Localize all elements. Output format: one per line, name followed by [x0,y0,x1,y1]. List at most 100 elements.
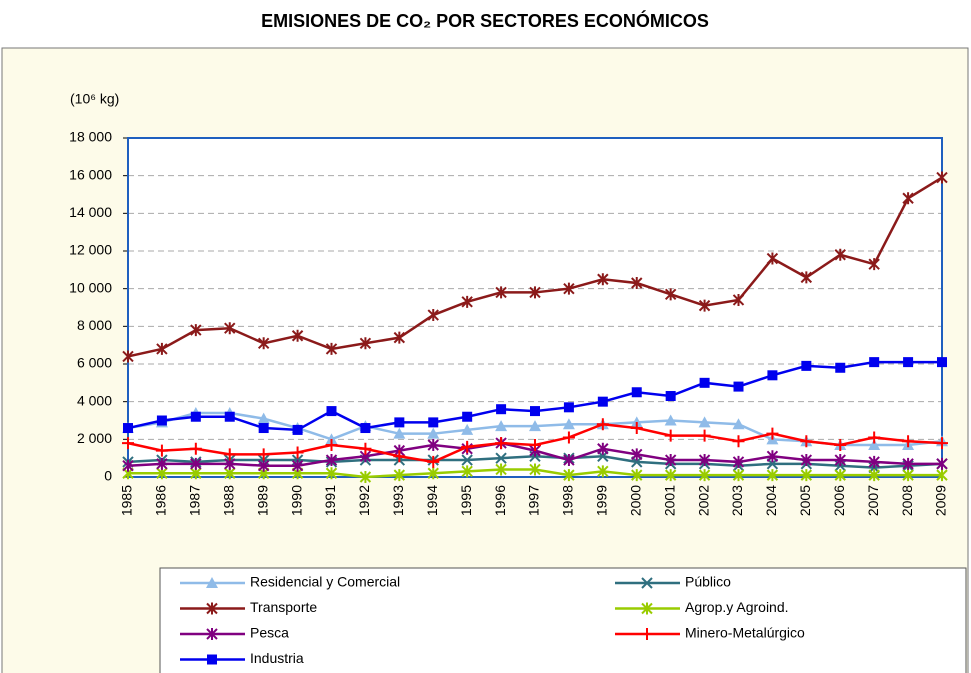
y-tick-label: 14 000 [69,204,112,220]
y-tick-label: 12 000 [69,242,112,258]
marker [155,444,168,457]
marker [292,424,303,435]
x-tick-label: 1994 [424,485,440,516]
marker [122,437,134,450]
marker [664,288,677,301]
marker [495,437,508,450]
marker [529,420,541,432]
marker [393,469,406,482]
marker [461,295,473,308]
marker [766,252,779,265]
x-tick-label: 1995 [458,485,474,516]
x-tick-label: 1990 [288,485,304,516]
marker [326,406,337,417]
y-tick-label: 6 000 [77,355,112,371]
marker [732,455,745,468]
marker [563,282,575,295]
marker [495,286,507,299]
marker [427,455,440,468]
marker [868,258,880,271]
y-tick-label: 4 000 [77,392,112,408]
marker [767,370,778,381]
marker [631,469,643,482]
marker [631,387,642,398]
marker [461,465,473,478]
marker [257,448,270,461]
legend-label: Público [685,574,731,590]
marker [597,465,609,478]
marker [495,420,508,432]
x-tick-label: 2007 [865,485,881,516]
marker [698,299,711,312]
marker [257,459,270,472]
marker [495,452,507,464]
legend-label: Residencial y Comercial [250,574,400,590]
marker [562,418,575,430]
marker [427,427,440,439]
marker [325,438,338,451]
x-tick-label: 2008 [899,485,915,516]
y-tick-label: 0 [104,468,112,484]
marker [189,442,202,455]
marker [630,422,643,435]
marker [936,171,948,184]
marker [223,448,236,461]
marker [641,628,653,640]
marker [258,423,269,434]
y-tick-label: 8 000 [77,317,112,333]
marker [641,577,653,589]
plot-border [127,137,943,478]
x-tick-label: 1999 [594,485,610,516]
marker [937,357,947,368]
marker [902,192,914,205]
marker [496,404,507,415]
marker [630,416,643,428]
legend [159,567,967,673]
marker [461,423,474,435]
marker [868,455,880,468]
marker [562,431,575,444]
marker [563,469,575,482]
marker [325,467,338,480]
marker [801,360,812,371]
marker [291,446,304,459]
marker [732,469,745,482]
marker [359,442,372,455]
marker [664,469,677,482]
marker [156,415,167,426]
x-tick-label: 1996 [492,485,508,516]
marker [597,442,609,455]
marker [291,459,304,472]
marker [631,448,643,461]
marker [257,337,270,350]
marker [800,435,813,448]
marker [291,329,304,342]
legend-item: Público [615,574,731,590]
marker [206,602,218,615]
marker [325,342,338,355]
x-tick-label: 2004 [763,485,779,516]
x-tick-label: 1985 [119,485,135,516]
legend-item: Agrop.y Agroind. [615,599,789,615]
x-tick-label: 2009 [933,485,949,516]
marker [698,429,711,442]
marker [834,438,847,451]
legend-item: Transporte [180,599,317,615]
marker [698,416,711,428]
legend-label: Minero-Metalúrgico [685,625,805,641]
x-tick-label: 2006 [831,485,847,516]
marker [325,454,338,467]
marker [224,322,236,335]
marker [428,417,439,428]
marker [529,463,541,476]
x-tick-label: 1987 [187,485,203,516]
y-tick-label: 16 000 [69,166,112,182]
y-axis-label: (10⁶ kg) [70,91,119,107]
marker [207,654,217,665]
marker [563,402,574,413]
marker [123,423,133,434]
marker [427,309,439,322]
x-tick-label: 1993 [390,485,406,516]
marker [530,406,540,417]
marker [868,469,880,482]
